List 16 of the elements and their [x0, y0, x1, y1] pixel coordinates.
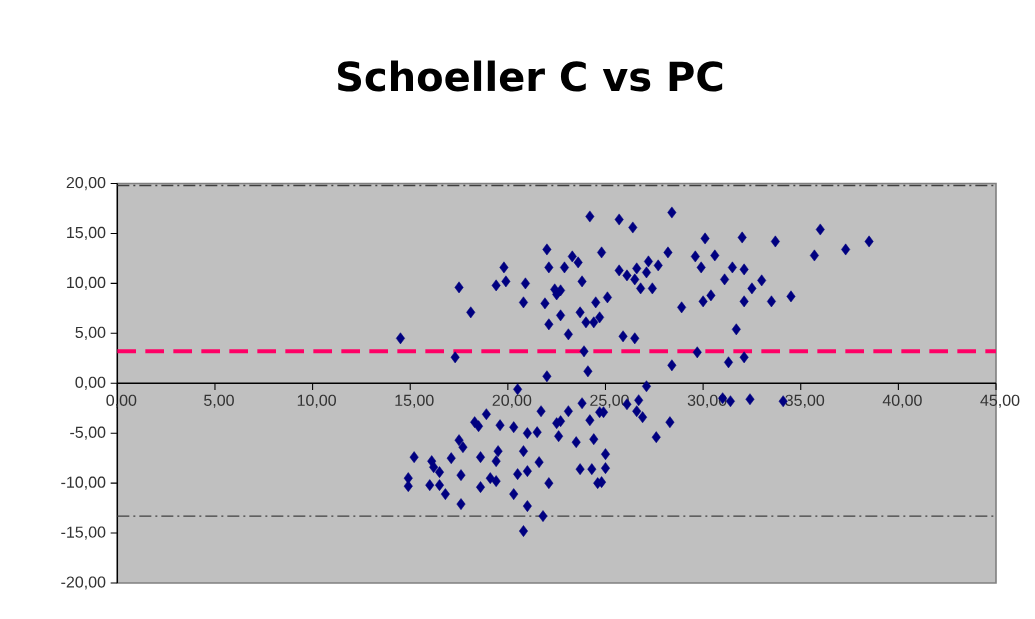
y-tick-label: -10,00: [61, 476, 106, 490]
y-tick-label: -15,00: [61, 526, 106, 540]
x-tick-label: 35,00: [785, 394, 825, 408]
y-tick-label: 15,00: [67, 226, 106, 241]
y-tick-label: 20,00: [66, 176, 106, 191]
x-tick-label: 40,00: [882, 394, 922, 408]
chart-title: Schoeller C vs PC: [338, 60, 723, 92]
y-tick-label: -20,00: [61, 576, 106, 590]
x-tick-label: 20,00: [492, 394, 532, 408]
y-tick-label: 5,00: [75, 326, 106, 340]
x-tick-label: 5,00: [204, 394, 234, 408]
x-tick-label: 15,00: [395, 394, 434, 408]
y-tick-label: -5,00: [70, 426, 106, 440]
y-tick-label: 10,00: [67, 276, 106, 291]
x-tick-label: 10,00: [297, 394, 336, 408]
y-tick-label: 0,00: [75, 376, 106, 390]
